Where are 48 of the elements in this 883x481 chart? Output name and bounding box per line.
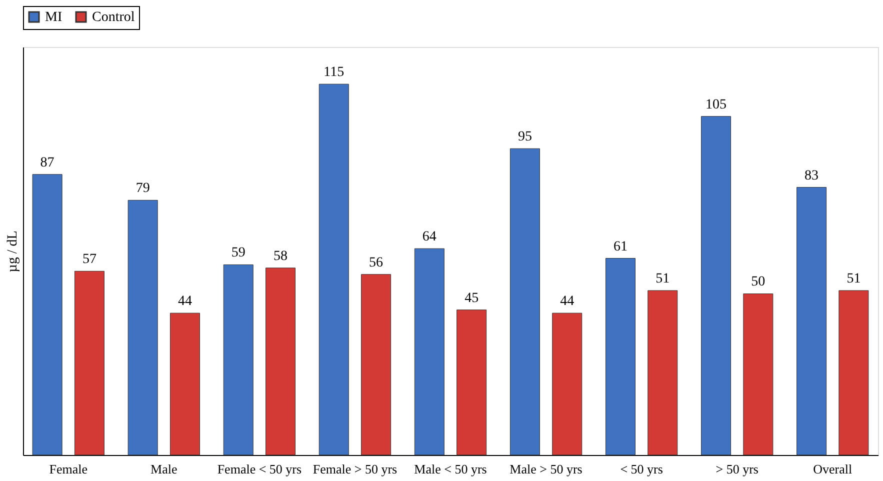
bar [605, 258, 636, 456]
data-label: 61 [613, 239, 628, 254]
x-tick-label: > 50 yrs [716, 462, 758, 476]
bar [128, 200, 158, 456]
legend-label: Control [92, 10, 135, 25]
bar [510, 148, 540, 456]
data-label: 79 [136, 181, 150, 196]
x-tick-label: Female > 50 yrs [312, 462, 398, 476]
x-tick-label: Male > 50 yrs [510, 462, 582, 476]
x-tick-label: Female [49, 462, 88, 476]
data-label: 115 [324, 65, 344, 80]
bar [796, 187, 827, 456]
bar [361, 274, 392, 456]
x-tick-label: Female < 50 yrs [217, 462, 302, 476]
bar [170, 312, 200, 456]
legend-label: MI [45, 10, 62, 25]
bar [743, 293, 774, 456]
bar [414, 248, 444, 456]
bar [318, 84, 349, 456]
x-tick-label: Overall [813, 462, 852, 476]
data-label: 95 [518, 130, 532, 145]
data-label: 51 [846, 272, 861, 287]
data-label: 51 [656, 272, 670, 287]
x-tick-label: < 50 yrs [620, 462, 663, 476]
bar [266, 268, 296, 456]
data-label: 58 [274, 248, 288, 264]
data-label: 59 [231, 246, 246, 261]
data-label: 50 [751, 274, 766, 290]
bar [223, 264, 254, 456]
bar [32, 174, 62, 456]
bar [456, 310, 487, 456]
data-label: 44 [560, 294, 574, 310]
bar [552, 312, 582, 456]
bar [648, 290, 678, 456]
x-tick-label: Male [150, 462, 178, 476]
bar [838, 290, 869, 456]
data-label: 44 [178, 294, 192, 310]
data-label: 57 [82, 252, 96, 268]
data-label: 87 [40, 155, 54, 170]
data-label: 56 [369, 255, 384, 270]
data-label: 105 [706, 97, 727, 112]
data-label: 83 [804, 168, 819, 184]
bar [74, 270, 104, 456]
bar [701, 116, 732, 456]
data-label: 64 [422, 230, 436, 245]
x-tick-label: Male < 50 yrs [414, 462, 487, 476]
y-axis-title: µg / dL [6, 230, 20, 272]
data-label: 45 [464, 290, 479, 306]
